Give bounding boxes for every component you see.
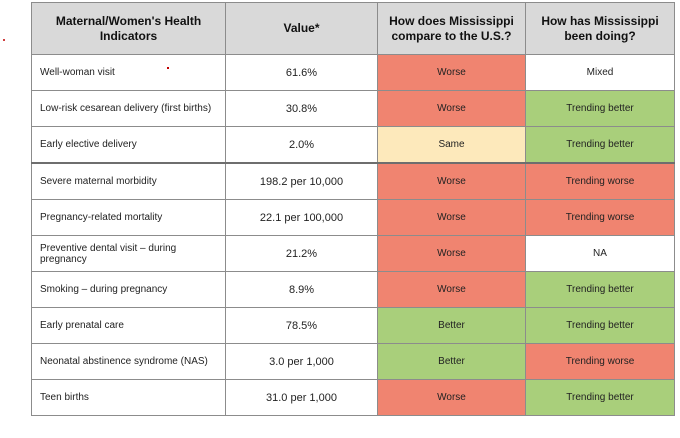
indicator-cell: Well-woman visit [31,54,226,91]
trend-cell: Mixed [525,54,675,91]
header-trend: How has Mississippi been doing? [525,2,675,55]
table-row: Low-risk cesarean delivery (first births… [31,90,675,127]
table-row: Teen births 31.0 per 1,000 Worse Trendin… [31,379,675,416]
table-row: Early elective delivery 2.0% Same Trendi… [31,126,675,164]
value-cell: 31.0 per 1,000 [225,379,378,416]
health-indicators-table: Maternal/Women's Health Indicators Value… [31,2,675,416]
table-row: Neonatal abstinence syndrome (NAS) 3.0 p… [31,343,675,380]
value-cell: 198.2 per 10,000 [225,162,378,200]
trend-cell: Trending better [525,271,675,308]
header-indicator: Maternal/Women's Health Indicators [31,2,226,55]
header-value: Value* [225,2,378,55]
table-row: Smoking – during pregnancy 8.9% Worse Tr… [31,271,675,308]
trend-cell: Trending worse [525,199,675,236]
compare-cell: Worse [377,162,526,200]
compare-cell: Same [377,126,526,164]
table-row: Preventive dental visit – during pregnan… [31,235,675,272]
indicator-cell: Teen births [31,379,226,416]
indicator-cell: Preventive dental visit – during pregnan… [31,235,226,272]
indicator-label: Well-woman visit [40,67,115,78]
table-row: Severe maternal morbidity 198.2 per 10,0… [31,162,675,200]
compare-cell: Worse [377,379,526,416]
compare-cell: Worse [377,271,526,308]
indicator-cell: Neonatal abstinence syndrome (NAS) [31,343,226,380]
trend-cell: Trending worse [525,162,675,200]
value-cell: 61.6% [225,54,378,91]
value-cell: 2.0% [225,126,378,164]
value-cell: 30.8% [225,90,378,127]
value-cell: 21.2% [225,235,378,272]
value-cell: 3.0 per 1,000 [225,343,378,380]
stray-mark [166,67,169,69]
trend-cell: Trending better [525,307,675,344]
compare-cell: Worse [377,199,526,236]
table-row: Well-woman visit 61.6% Worse Mixed [31,54,675,91]
header-row: Maternal/Women's Health Indicators Value… [31,2,675,55]
value-cell: 22.1 per 100,000 [225,199,378,236]
trend-cell: Trending better [525,379,675,416]
indicator-cell: Early prenatal care [31,307,226,344]
indicator-cell: Pregnancy-related mortality [31,199,226,236]
table-row: Pregnancy-related mortality 22.1 per 100… [31,199,675,236]
compare-cell: Worse [377,54,526,91]
compare-cell: Better [377,343,526,380]
indicator-cell: Smoking – during pregnancy [31,271,226,308]
stray-mark [3,39,5,41]
indicator-cell: Severe maternal morbidity [31,162,226,200]
trend-cell: Trending worse [525,343,675,380]
trend-cell: NA [525,235,675,272]
compare-cell: Better [377,307,526,344]
table-row: Early prenatal care 78.5% Better Trendin… [31,307,675,344]
trend-cell: Trending better [525,126,675,164]
indicator-cell: Low-risk cesarean delivery (first births… [31,90,226,127]
header-compare: How does Mississippi compare to the U.S.… [377,2,526,55]
value-cell: 78.5% [225,307,378,344]
value-cell: 8.9% [225,271,378,308]
trend-cell: Trending better [525,90,675,127]
compare-cell: Worse [377,90,526,127]
compare-cell: Worse [377,235,526,272]
indicator-cell: Early elective delivery [31,126,226,164]
